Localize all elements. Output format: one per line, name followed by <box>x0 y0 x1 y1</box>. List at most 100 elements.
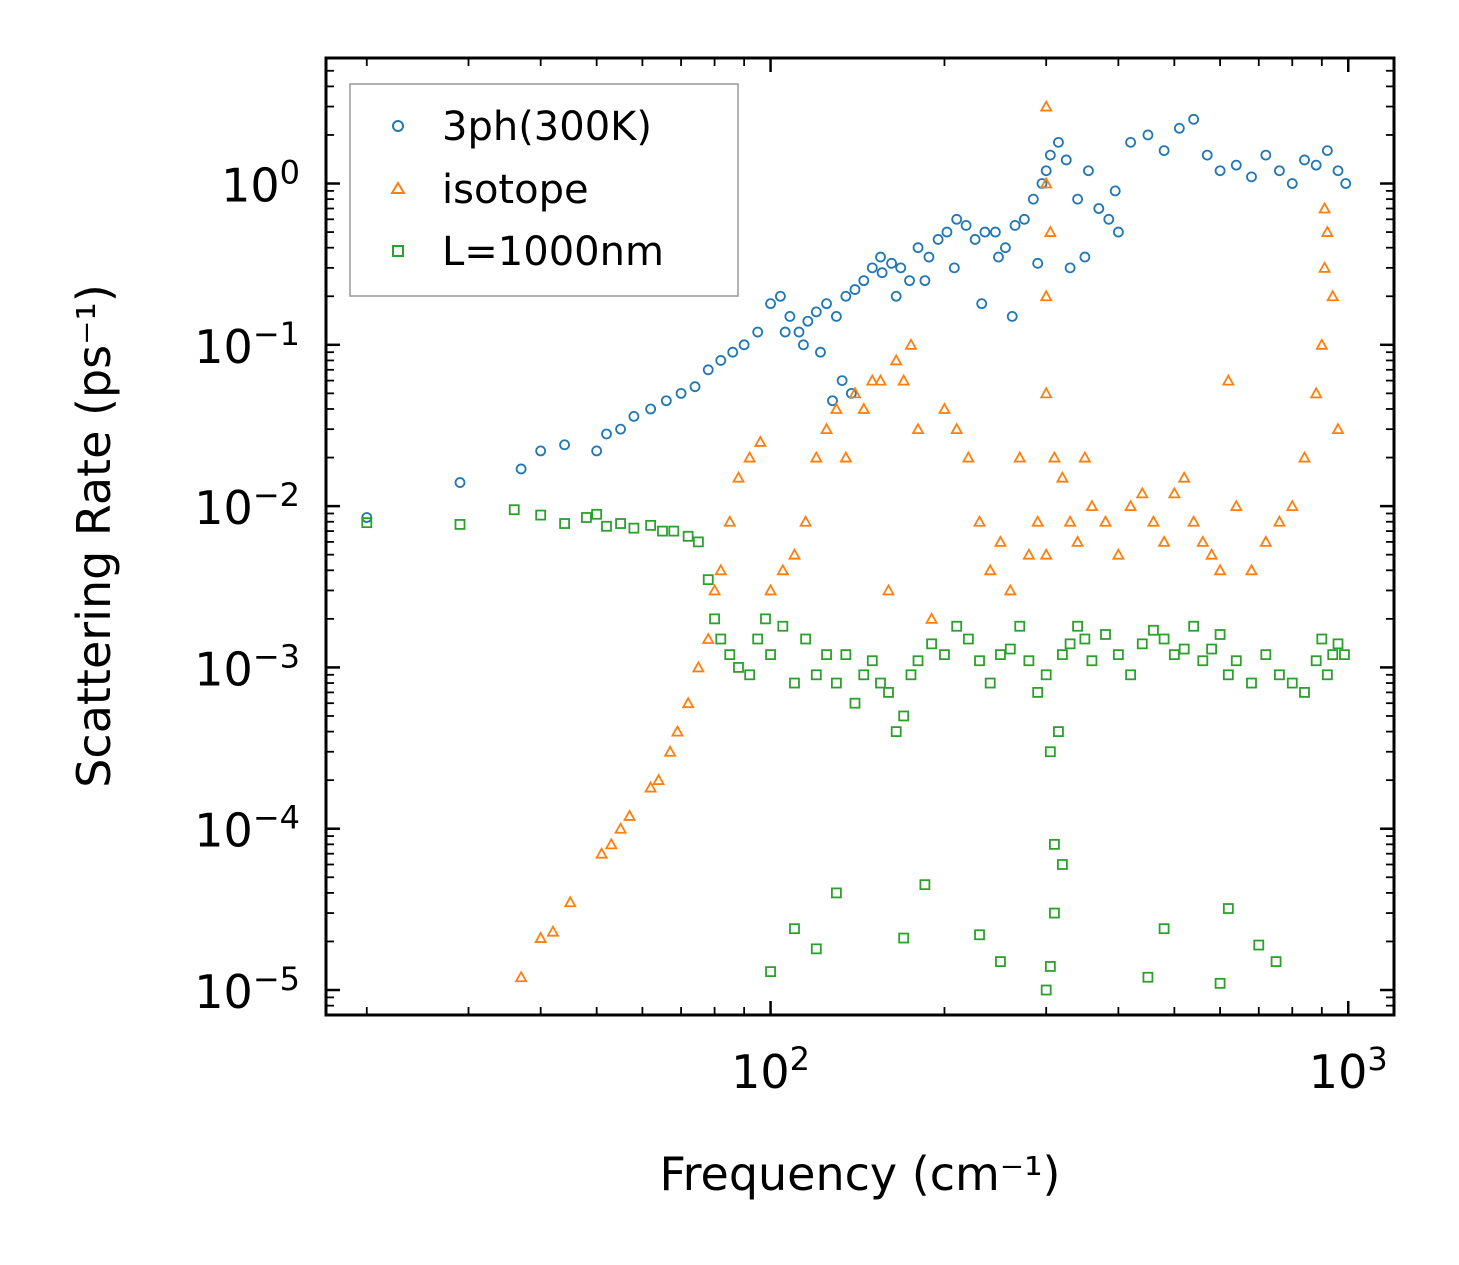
data-point <box>1214 629 1226 640</box>
data-point <box>534 931 548 943</box>
data-point <box>1173 122 1185 134</box>
data-point <box>660 395 672 407</box>
data-point <box>889 353 903 366</box>
data-point <box>559 518 570 529</box>
data-point <box>1111 547 1125 560</box>
y-tick-label: 10−2 <box>194 476 300 535</box>
data-point <box>1201 149 1213 161</box>
data-point <box>1274 165 1285 177</box>
data-point <box>866 262 878 274</box>
data-point <box>897 373 911 386</box>
legend-label-3ph: 3ph(300K) <box>442 104 652 150</box>
data-point <box>1253 939 1265 951</box>
data-point <box>1270 956 1282 968</box>
data-point <box>904 275 915 287</box>
data-point <box>1230 655 1242 667</box>
data-point <box>883 687 894 698</box>
data-point <box>652 773 666 786</box>
data-point <box>1320 225 1334 237</box>
data-point <box>744 669 756 681</box>
data-point <box>1125 669 1137 681</box>
data-point <box>1136 638 1148 650</box>
data-point <box>663 744 677 757</box>
data-point <box>1003 583 1017 596</box>
data-point <box>1158 145 1170 156</box>
data-point <box>1142 129 1154 141</box>
data-point <box>1177 470 1191 483</box>
data-point <box>890 726 902 738</box>
data-point <box>644 780 658 793</box>
data-point <box>787 547 802 560</box>
data-point <box>1044 961 1056 972</box>
data-point <box>1321 669 1333 681</box>
data-point <box>1055 470 1069 483</box>
data-point <box>848 386 862 399</box>
data-point <box>1142 971 1154 983</box>
data-point <box>765 298 776 310</box>
data-point <box>912 242 924 254</box>
data-point <box>1214 977 1226 989</box>
data-point <box>591 508 603 520</box>
data-point <box>1158 923 1170 935</box>
data-point <box>993 535 1007 547</box>
data-point <box>657 525 668 537</box>
data-point <box>1085 499 1099 512</box>
data-point <box>1260 649 1272 661</box>
data-point <box>1222 903 1234 914</box>
data-point <box>895 262 907 274</box>
data-point <box>1222 669 1234 681</box>
data-point <box>923 251 935 263</box>
data-point <box>1053 136 1064 148</box>
data-point <box>1213 563 1227 576</box>
data-points <box>361 99 1352 996</box>
data-point <box>1022 547 1036 560</box>
data-point <box>1332 638 1344 650</box>
data-point <box>1167 486 1181 499</box>
data-point <box>1000 242 1011 254</box>
data-point <box>993 251 1004 263</box>
data-point <box>881 583 896 596</box>
data-point <box>708 583 722 596</box>
data-point <box>995 649 1006 661</box>
data-point <box>849 697 861 709</box>
data-point <box>810 943 822 955</box>
legend-marker-l1000nm <box>392 245 404 257</box>
data-point <box>1272 514 1286 527</box>
data-point <box>1206 643 1217 655</box>
data-point <box>973 514 987 527</box>
data-point <box>960 219 972 231</box>
data-point <box>515 463 527 475</box>
data-point <box>961 450 975 463</box>
data-point <box>1340 178 1352 189</box>
data-point <box>1339 649 1350 661</box>
data-point <box>581 512 592 523</box>
data-point <box>508 504 520 516</box>
x-tick-label: 102 <box>731 1040 810 1099</box>
y-axis-title: Scattering Rate (ps⁻¹) <box>67 284 121 788</box>
data-point <box>802 315 814 327</box>
data-point <box>753 435 767 447</box>
data-point <box>809 450 823 463</box>
data-point <box>1286 677 1298 689</box>
series-1 <box>514 99 1345 983</box>
data-point <box>905 669 917 681</box>
data-point <box>984 677 996 689</box>
data-point <box>692 536 704 548</box>
data-point <box>628 522 640 534</box>
data-point <box>904 337 918 350</box>
data-point <box>563 895 577 908</box>
data-point <box>1331 422 1345 435</box>
data-point <box>765 649 776 661</box>
x-axis-title: Frequency (cm⁻¹) <box>660 1147 1061 1201</box>
data-point <box>858 275 870 287</box>
data-point <box>1246 171 1257 183</box>
data-point <box>1049 838 1060 850</box>
data-point <box>724 649 736 661</box>
data-point <box>701 632 715 644</box>
data-point <box>738 339 750 351</box>
data-point <box>793 326 805 338</box>
data-point <box>1039 386 1053 399</box>
data-point <box>898 710 910 722</box>
data-point <box>1063 514 1077 527</box>
